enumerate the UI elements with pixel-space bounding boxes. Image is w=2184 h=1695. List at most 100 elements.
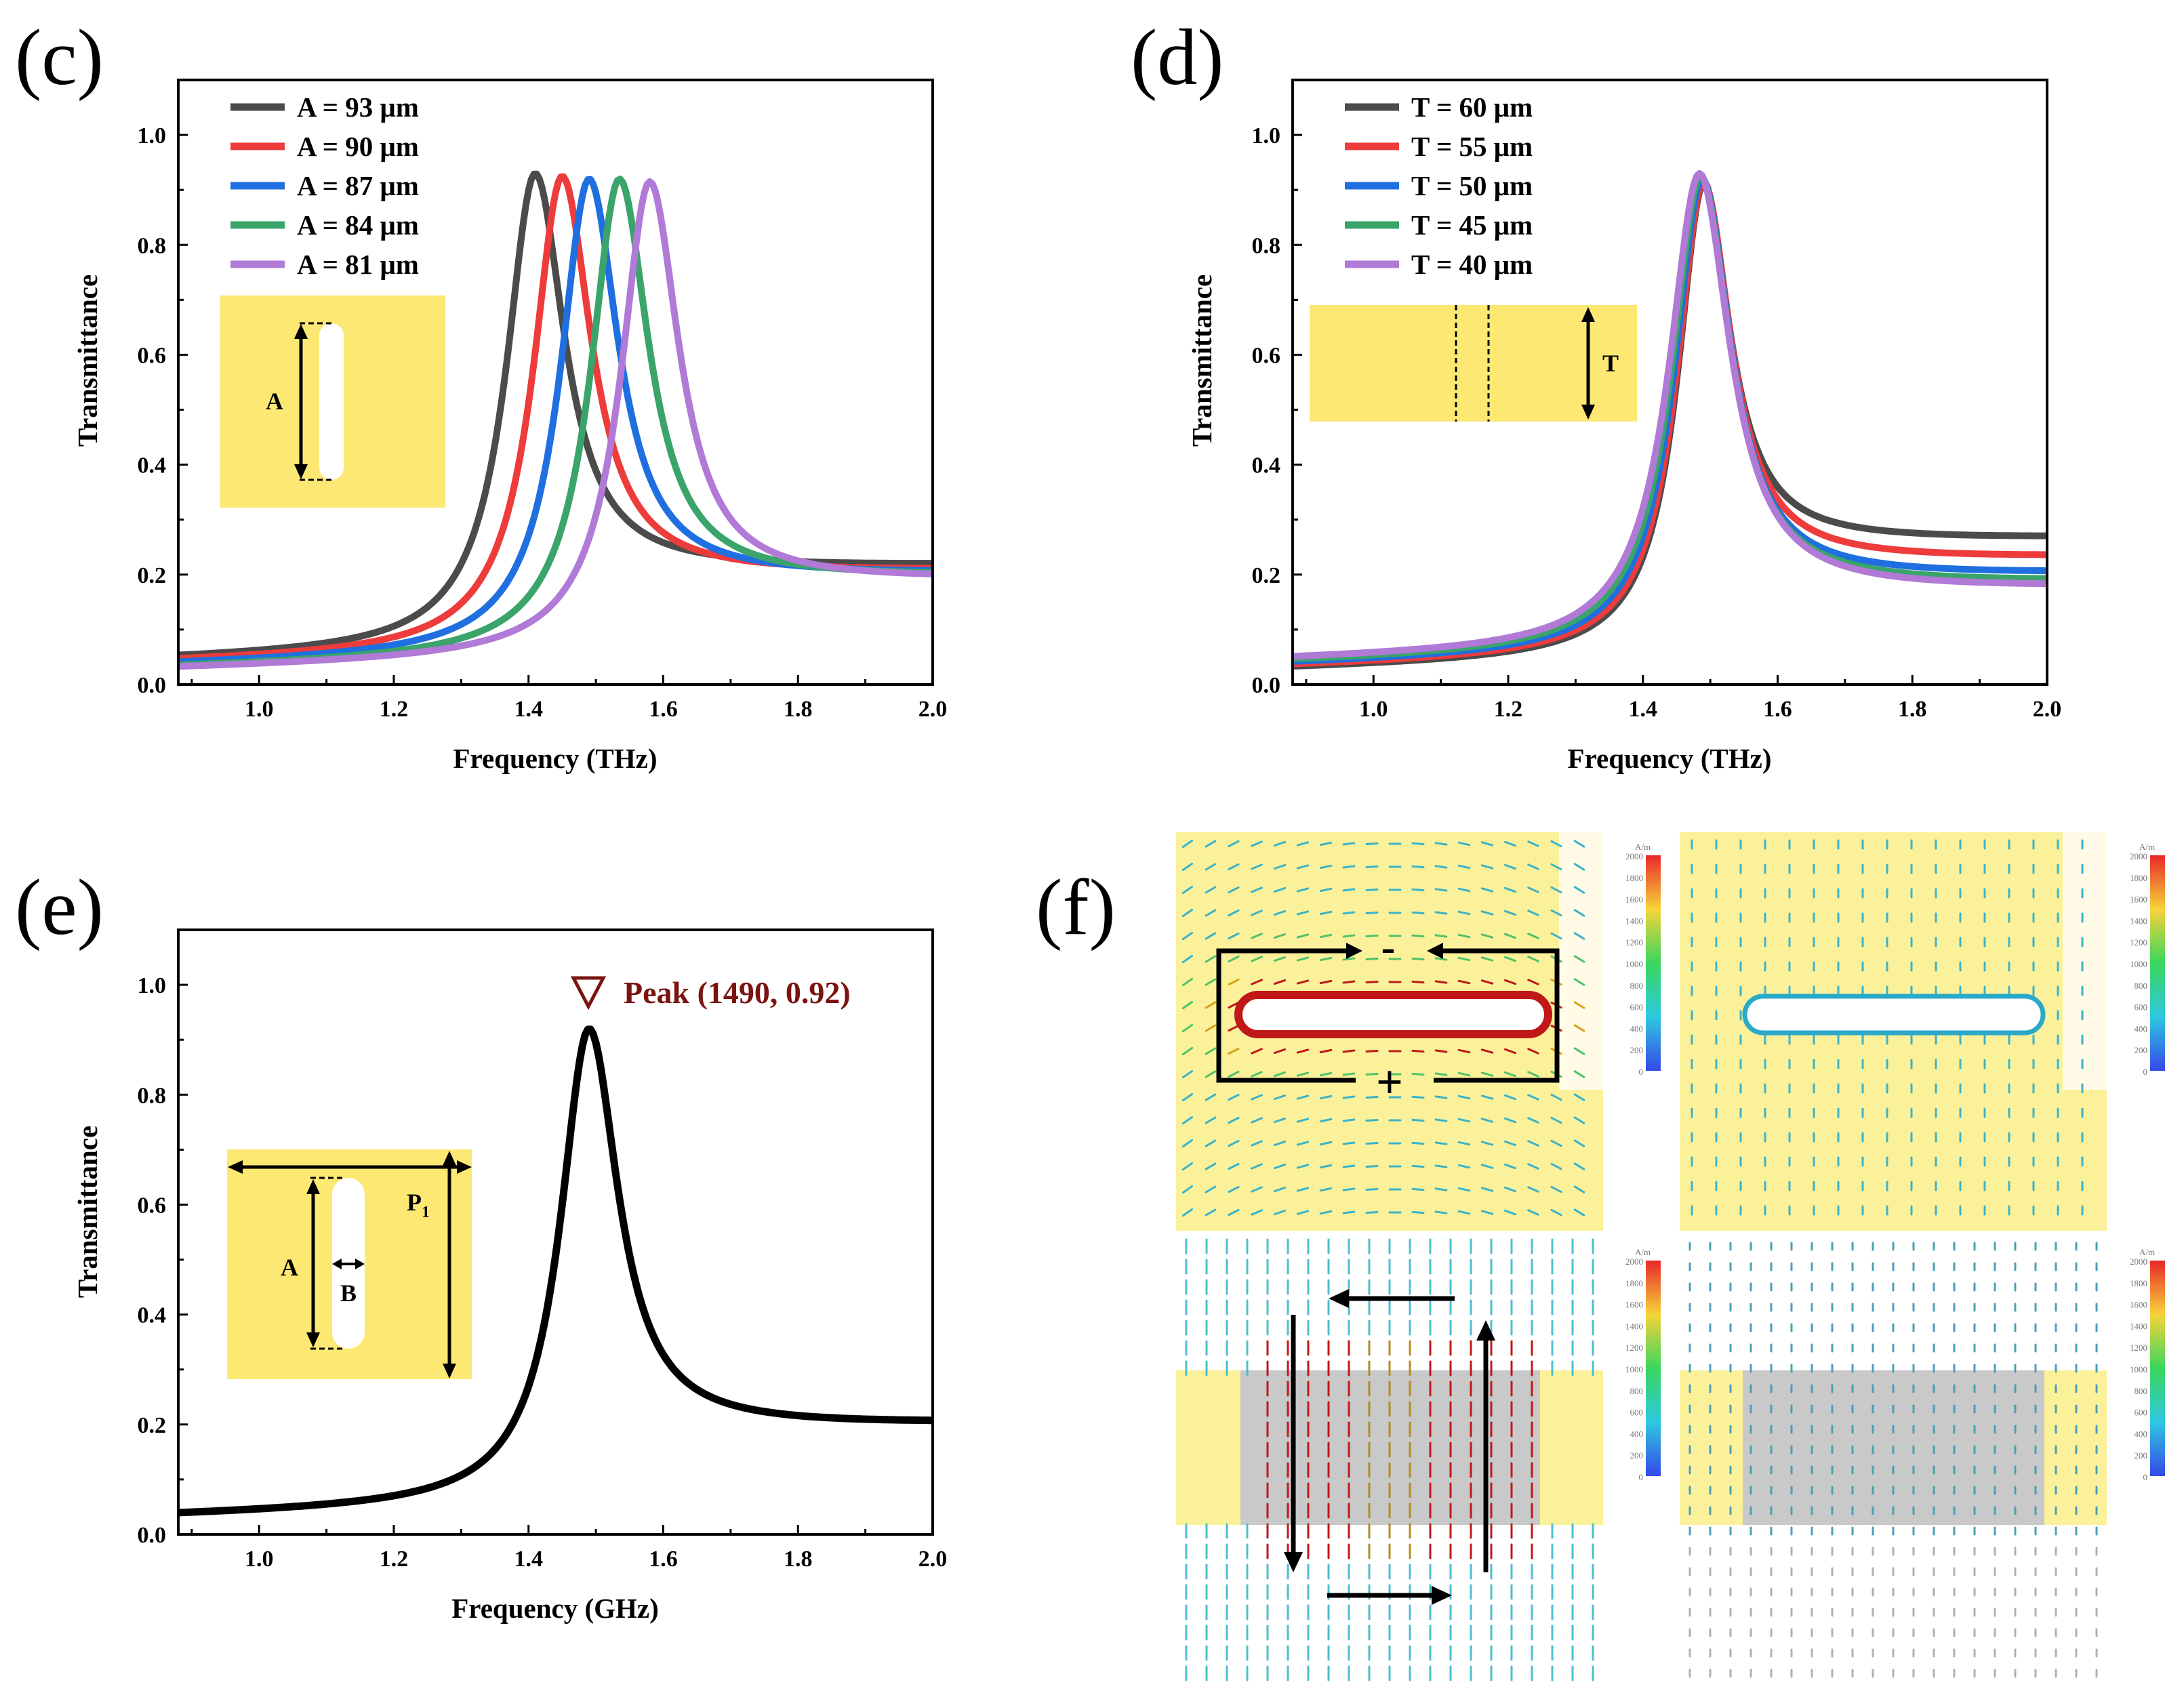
field-arrow: [1319, 979, 1333, 985]
field-arrow: [1319, 1141, 1333, 1146]
field-arrow: [1550, 886, 1562, 894]
chart-d-xtick-label: 1.0: [1359, 697, 1388, 722]
field-arrow: [1205, 1047, 1217, 1055]
field-arrow: [1434, 1210, 1448, 1214]
field-arrow: [1181, 839, 1194, 849]
map-bl-metal-left: [1176, 1370, 1240, 1525]
field-arrow: [1228, 1093, 1240, 1101]
colorbar-unit-2: A/m: [1635, 1247, 1651, 1257]
field-arrow: [1228, 955, 1240, 963]
chart-c-ylabel: Transmittance: [72, 274, 103, 447]
field-arrow: [1457, 1071, 1471, 1077]
colorbar-tick-1: 1400: [2130, 916, 2147, 926]
chart-d-legend-label-1: T = 55 μm: [1411, 131, 1533, 162]
field-arrow: [1504, 1163, 1516, 1170]
map-tl-loop-right: [1434, 948, 1560, 1083]
field-arrow: [1319, 956, 1333, 962]
field-arrow: [1251, 979, 1263, 985]
map-tr-arrow-field: [1691, 839, 2084, 1216]
field-arrow: [1504, 910, 1516, 916]
field-arrow: [1342, 1072, 1356, 1076]
field-arrow: [1273, 1117, 1287, 1124]
field-arrow: [1251, 1071, 1263, 1078]
field-arrow: [1273, 956, 1287, 962]
field-arrow: [1342, 1095, 1356, 1099]
field-arrow: [1527, 1094, 1539, 1101]
field-arrow: [1342, 911, 1356, 915]
colorbar-tick-0: 400: [1630, 1023, 1644, 1034]
field-arrow: [1273, 933, 1287, 939]
panel-label-f: (f): [1036, 863, 1116, 952]
field-arrow: [1573, 1001, 1585, 1009]
field-arrow: [1365, 958, 1379, 960]
colorbar-tick-2: 1600: [1625, 1300, 1643, 1310]
field-arrow: [1550, 1139, 1562, 1147]
chart-e-ytick-label: 0.4: [138, 1303, 167, 1328]
field-arrow: [1181, 862, 1194, 872]
field-arrow: [1550, 1185, 1562, 1193]
field-arrow: [1527, 886, 1539, 893]
field-arrow: [1251, 1094, 1263, 1101]
field-arrow: [1319, 1164, 1333, 1169]
map-tl-charge-plus: +: [1376, 1057, 1403, 1109]
chart-d-legend-label-0: T = 60 μm: [1411, 91, 1533, 123]
map-tl-arrowhead-left: [1427, 943, 1443, 959]
chart-c-legend-label-4: A = 81 μm: [297, 249, 419, 280]
field-arrow: [1457, 864, 1471, 870]
chart-c-xtick-label: 1.6: [649, 697, 678, 722]
field-arrow: [1342, 980, 1356, 984]
field-arrow: [1205, 1093, 1217, 1101]
field-arrow: [1205, 1162, 1217, 1170]
field-arrow: [1205, 886, 1217, 894]
field-arrow: [1251, 1117, 1263, 1124]
field-arrow: [1434, 934, 1448, 938]
chart-d-series-4: [1292, 169, 2048, 660]
chart-c: 1.0 1.2 1.4 1.6 1.8 2.0 0.0 0.2 0.4 0.6 0.8 1.0 Fre…: [72, 79, 947, 774]
chart-d-ytick-label: 0.6: [1252, 343, 1281, 368]
inset-c-arrowhead-up: [294, 324, 308, 339]
field-arrow: [1296, 841, 1310, 846]
field-arrow: [1504, 886, 1516, 893]
chart-c-series-4: [178, 178, 933, 670]
field-arrow: [1480, 910, 1494, 916]
peak-annotation: Peak (1490, 0.92): [624, 975, 851, 1010]
colorbars: A/m2000180016001400120010008006004002000…: [1625, 842, 2165, 1482]
colorbar-tick-3: 1400: [2130, 1321, 2147, 1331]
chart-e-ytick-label: 0.6: [138, 1193, 167, 1218]
field-arrow: [1480, 864, 1494, 870]
field-arrow: [1434, 1187, 1448, 1191]
chart-d-ticks: 1.0 1.2 1.4 1.6 1.8 2.0 0.0 0.2 0.4 0.6 0.8 1.0: [1252, 79, 2061, 722]
map-tl-arrowhead-right: [1346, 943, 1362, 959]
chart-d-legend-label-2: T = 50 μm: [1411, 170, 1533, 201]
colorbar-tick-1: 0: [2143, 1067, 2148, 1077]
field-arrow: [1181, 1116, 1194, 1125]
chart-d-ytick-label: 0.0: [1252, 673, 1281, 698]
chart-d-ylabel: Transmittance: [1186, 274, 1217, 447]
field-arrow: [1504, 1186, 1516, 1193]
field-arrow: [1251, 956, 1263, 962]
colorbar-tick-2: 800: [1630, 1386, 1644, 1396]
field-arrow: [1550, 1093, 1562, 1101]
inset-e-label-b: B: [340, 1280, 357, 1307]
field-arrow: [1228, 932, 1240, 940]
field-arrow: [1181, 1139, 1194, 1148]
chart-c-legend-label-3: A = 84 μm: [297, 209, 419, 241]
chart-e-series-group: [177, 1025, 934, 1517]
field-arrow: [1411, 934, 1425, 938]
field-arrow: [1296, 1048, 1310, 1054]
map-tl-plate: [1176, 832, 1559, 1090]
field-arrow: [1411, 980, 1425, 984]
field-arrow: [1319, 1187, 1333, 1192]
field-arrow: [1550, 1208, 1562, 1217]
chart-e-frame: [177, 928, 934, 1536]
field-arrow: [1319, 1095, 1333, 1100]
chart-e-ytick-label: 1.0: [138, 973, 167, 998]
field-arrow: [1228, 863, 1240, 871]
colorbar-tick-1: 1000: [2130, 959, 2147, 969]
inset-e-arrowhead-b-right: [355, 1259, 365, 1269]
field-arrow: [1319, 933, 1333, 939]
colorbar-tick-0: 0: [1639, 1067, 1644, 1077]
field-arrow: [1457, 1187, 1471, 1192]
field-arrow: [1342, 842, 1356, 846]
field-arrow: [1573, 1185, 1585, 1193]
